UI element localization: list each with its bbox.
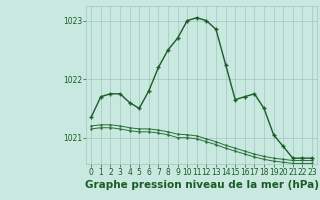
X-axis label: Graphe pression niveau de la mer (hPa): Graphe pression niveau de la mer (hPa) — [84, 180, 319, 190]
